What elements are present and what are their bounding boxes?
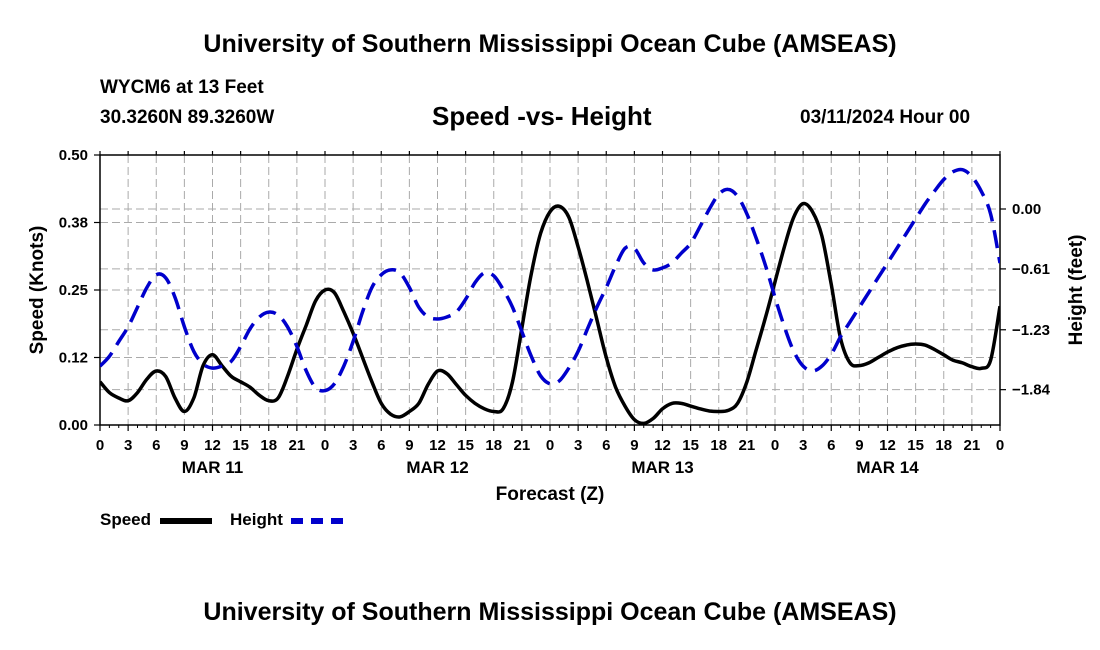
x-tick-label: 9 [630, 437, 638, 454]
x-tick-label: 21 [289, 437, 306, 454]
x-tick-label: 12 [879, 437, 896, 454]
x-tick-label: 18 [710, 437, 727, 454]
x-tick-label: 15 [682, 437, 699, 454]
y-axis-title-left: Speed (Knots) [27, 226, 48, 355]
x-tick-label: 21 [964, 437, 981, 454]
footer-title: University of Southern Mississippi Ocean… [203, 598, 897, 626]
day-label: MAR 13 [631, 458, 693, 477]
coordinates-label: 30.3260N 89.3260W [100, 107, 275, 128]
x-tick-label: 3 [124, 437, 132, 454]
x-tick-label: 9 [405, 437, 413, 454]
day-label: MAR 12 [406, 458, 468, 477]
y-tick-label-left: 0.00 [59, 417, 88, 434]
x-tick-label: 3 [574, 437, 582, 454]
y-tick-label-left: 0.38 [59, 215, 88, 232]
chart-main-title: University of Southern Mississippi Ocean… [203, 30, 897, 58]
forecast-datetime: 03/11/2024 Hour 00 [800, 107, 971, 128]
height-series-line [100, 167, 1000, 393]
x-tick-label: 18 [260, 437, 277, 454]
y-tick-label-left: 0.50 [59, 147, 88, 164]
legend-height-swatch [291, 518, 343, 524]
x-tick-label: 12 [429, 437, 446, 454]
x-tick-label: 0 [771, 437, 779, 454]
speed-series-line [100, 201, 1000, 425]
day-label: MAR 14 [856, 458, 919, 477]
y-axis-title-right: Height (feet) [1066, 235, 1087, 346]
x-tick-label: 0 [96, 437, 104, 454]
x-axis-title: Forecast (Z) [496, 484, 605, 505]
y-tick-label-right: −1.23 [1012, 322, 1050, 339]
y-tick-label-right: 0.00 [1012, 201, 1041, 218]
x-tick-label: 6 [377, 437, 385, 454]
x-tick-label: 12 [204, 437, 221, 454]
x-tick-label: 21 [739, 437, 756, 454]
legend-speed-swatch [160, 518, 212, 524]
x-tick-label: 9 [855, 437, 863, 454]
x-tick-label: 3 [349, 437, 357, 454]
legend-speed-label: Speed [100, 510, 152, 529]
x-tick-label: 0 [996, 437, 1004, 454]
x-tick-label: 9 [180, 437, 188, 454]
x-tick-label: 18 [485, 437, 502, 454]
y-tick-label-left: 0.25 [59, 282, 88, 299]
x-tick-label: 0 [546, 437, 554, 454]
x-tick-label: 15 [457, 437, 474, 454]
x-tick-label: 12 [654, 437, 671, 454]
x-tick-label: 21 [514, 437, 531, 454]
day-label: MAR 11 [182, 458, 243, 477]
y-tick-label-left: 0.12 [59, 350, 88, 367]
x-tick-label: 6 [602, 437, 610, 454]
x-tick-label: 15 [907, 437, 924, 454]
legend-height-label: Height [230, 510, 283, 529]
x-tick-label: 18 [935, 437, 952, 454]
y-tick-label-right: −0.61 [1012, 261, 1050, 278]
station-label: WYCM6 at 13 Feet [100, 77, 264, 98]
x-tick-label: 6 [152, 437, 160, 454]
x-tick-label: 15 [232, 437, 249, 454]
x-tick-label: 0 [321, 437, 329, 454]
y-tick-label-right: −1.84 [1012, 382, 1051, 399]
x-tick-label: 3 [799, 437, 807, 454]
chart-subtitle: Speed -vs- Height [432, 101, 652, 131]
x-tick-label: 6 [827, 437, 835, 454]
